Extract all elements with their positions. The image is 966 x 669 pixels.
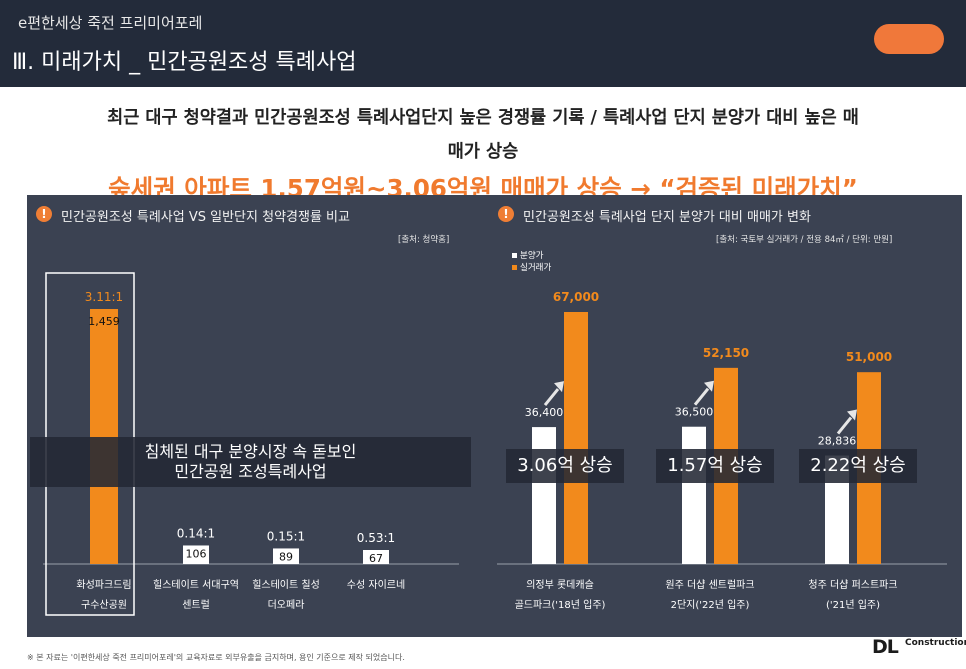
category-label: 수성 자이르네 <box>347 579 405 591</box>
category-label: 2단지('22년 입주) <box>671 598 750 611</box>
category-label: 힐스테이트 칠성 <box>252 578 320 591</box>
right-chart-source: [출처: 국토부 실거래가 / 전용 84㎡ / 단위: 만원] <box>716 235 893 245</box>
left-bar <box>363 550 389 564</box>
chart-panel: ! 민간공원조성 특례사업 VS 일반단지 청약경쟁률 비교 [출처: 청약홈]… <box>27 195 962 637</box>
category-label: 힐스테이트 서대구역 <box>153 578 239 591</box>
ratio-label: 0.53:1 <box>357 531 395 545</box>
increase-label: 2.22억 상승 <box>799 449 917 483</box>
legend-label-trade: 실거래가 <box>520 263 552 273</box>
left-chart-bars: 3.11:1 1,459 0.14:1 106 0.15:1 89 0.53:1 67 <box>85 290 395 565</box>
headline-line-2: 매가 상승 <box>447 142 519 162</box>
exclamation-icon: ! <box>36 206 52 222</box>
category-label: ('21년 입주) <box>826 598 880 611</box>
redaction-mark <box>874 24 944 54</box>
footnote: ※ 본 자료는 '이편한세상 죽전 프리미어포레'의 교육자료로 외부유출을 금… <box>27 653 405 662</box>
headline-line-1: 최근 대구 청약결과 민간공원조성 특례사업단지 높은 경쟁률 기록 / 특례사… <box>107 108 859 128</box>
category-label: 더오페라 <box>268 599 305 611</box>
exclamation-icon: ! <box>498 206 514 222</box>
ratio-label: 3.11:1 <box>85 290 123 304</box>
category-label: 의정부 롯데캐슬 <box>526 579 594 591</box>
legend-label-sale: 분양가 <box>520 251 544 261</box>
left-chart-banner: 침체된 대구 분양시장 속 돋보인 민간공원 조성특례사업 <box>30 437 471 487</box>
right-chart-legend: 분양가 실거래가 <box>512 250 551 274</box>
left-chart-source: [출처: 청약홈] <box>398 235 450 245</box>
increase-label: 3.06억 상승 <box>506 449 624 483</box>
banner-line-1: 침체된 대구 분양시장 속 돋보인 <box>144 442 357 461</box>
category-label: 구수산공원 <box>81 599 127 611</box>
up-arrow-icon <box>836 409 857 435</box>
trade-price-bar <box>564 312 588 564</box>
category-label: 청주 더샵 퍼스트파크 <box>808 579 897 591</box>
category-label: 센트럴 <box>182 598 210 611</box>
legend-swatch-trade <box>512 265 517 270</box>
category-label: 화성파크드림 <box>76 579 131 591</box>
header-subtitle: e편한세상 죽전 프리미어포레 <box>18 14 203 32</box>
category-label: 골드파크('18년 입주) <box>515 598 606 611</box>
value-label: 106 <box>186 547 207 560</box>
left-bar <box>183 545 209 564</box>
value-label: 67 <box>369 552 383 565</box>
banner-line-2: 민간공원 조성특례사업 <box>174 462 327 481</box>
up-arrow-icon <box>693 380 714 406</box>
right-chart-bars: 36,400 67,000 36,500 52,150 28,836 51,000 <box>525 290 892 564</box>
value-label: 89 <box>279 550 293 563</box>
logo-text: Construction <box>905 638 966 648</box>
trade-price-label: 51,000 <box>846 350 892 364</box>
trade-price-label: 52,150 <box>703 346 749 360</box>
category-label: 원주 더샵 센트럴파크 <box>665 578 754 591</box>
company-logo: DL Construction <box>872 636 966 658</box>
page-title: Ⅲ. 미래가치 _ 민간공원조성 특례사업 <box>12 50 357 75</box>
ratio-label: 0.15:1 <box>267 529 305 543</box>
increase-label: 1.57억 상승 <box>656 449 774 483</box>
ratio-label: 0.14:1 <box>177 526 215 540</box>
left-bar <box>90 309 118 564</box>
header-bar: e편한세상 죽전 프리미어포레 Ⅲ. 미래가치 _ 민간공원조성 특례사업 <box>0 0 966 87</box>
trade-price-label: 67,000 <box>553 290 599 304</box>
value-label: 1,459 <box>88 315 120 328</box>
logo-mark: DL <box>872 636 899 658</box>
sale-price-label: 36,400 <box>525 406 564 419</box>
right-chart-title: 민간공원조성 특례사업 단지 분양가 대비 매매가 변화 <box>523 210 811 225</box>
sale-price-bar <box>682 426 706 564</box>
legend-swatch-sale <box>512 253 517 258</box>
sale-price-label: 36,500 <box>675 406 714 419</box>
left-chart-title: 민간공원조성 특례사업 VS 일반단지 청약경쟁률 비교 <box>61 210 350 225</box>
up-arrow-icon <box>543 381 564 407</box>
sale-price-bar <box>532 427 556 564</box>
left-bar <box>273 548 299 564</box>
sale-price-label: 28,836 <box>818 435 857 448</box>
